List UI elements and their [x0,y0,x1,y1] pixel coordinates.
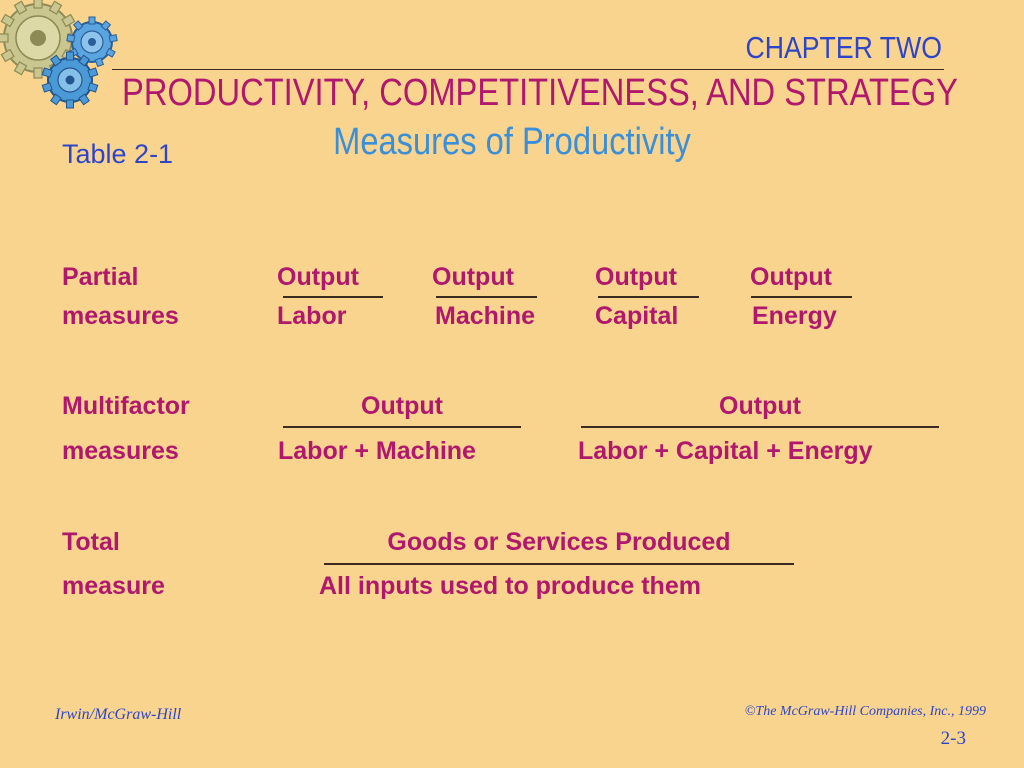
partial-denominator-3: Capital [595,302,679,330]
gears-icon [0,0,118,109]
table-label: Table 2-1 [62,139,174,169]
multifactor-denominator-2: Labor + Capital + Energy [578,437,873,465]
partial-label-line1: Partial [62,263,139,291]
multifactor-label-line1: Multifactor [62,392,190,420]
multifactor-fraction-bar-1 [283,426,521,428]
partial-numerator-4: Output [750,263,832,291]
partial-denominator-4: Energy [752,302,837,330]
partial-fraction-bar-3 [598,296,699,298]
total-label-line2: measure [62,572,165,600]
multifactor-numerator-1: Output [361,392,443,420]
multifactor-label-line2: measures [62,437,179,465]
chapter-subtitle: PRODUCTIVITY, COMPETITIVENESS, AND STRAT… [122,72,958,114]
partial-denominator-1: Labor [277,302,347,330]
slide-title: Measures of Productivity [333,121,691,163]
partial-numerator-1: Output [277,263,359,291]
chapter-title: CHAPTER TWO [745,30,942,65]
total-numerator: Goods or Services Produced [387,528,731,556]
footer-publisher: Irwin/McGraw-Hill [55,706,182,723]
total-fraction-bar [324,563,794,565]
partial-fraction-bar-1 [283,296,383,298]
partial-label-line2: measures [62,302,179,330]
partial-fraction-bar-4 [751,296,852,298]
partial-fraction-bar-2 [436,296,537,298]
page-number: 2-3 [940,728,966,749]
total-label-line1: Total [62,528,120,556]
total-denominator: All inputs used to produce them [319,572,701,600]
multifactor-fraction-bar-2 [581,426,939,428]
header-divider [112,69,944,70]
multifactor-denominator-1: Labor + Machine [278,437,476,465]
partial-denominator-2: Machine [435,302,536,330]
footer-copyright: ©The McGraw-Hill Companies, Inc., 1999 [744,704,986,719]
partial-numerator-3: Output [595,263,677,291]
partial-numerator-2: Output [432,263,514,291]
multifactor-numerator-2: Output [719,392,801,420]
